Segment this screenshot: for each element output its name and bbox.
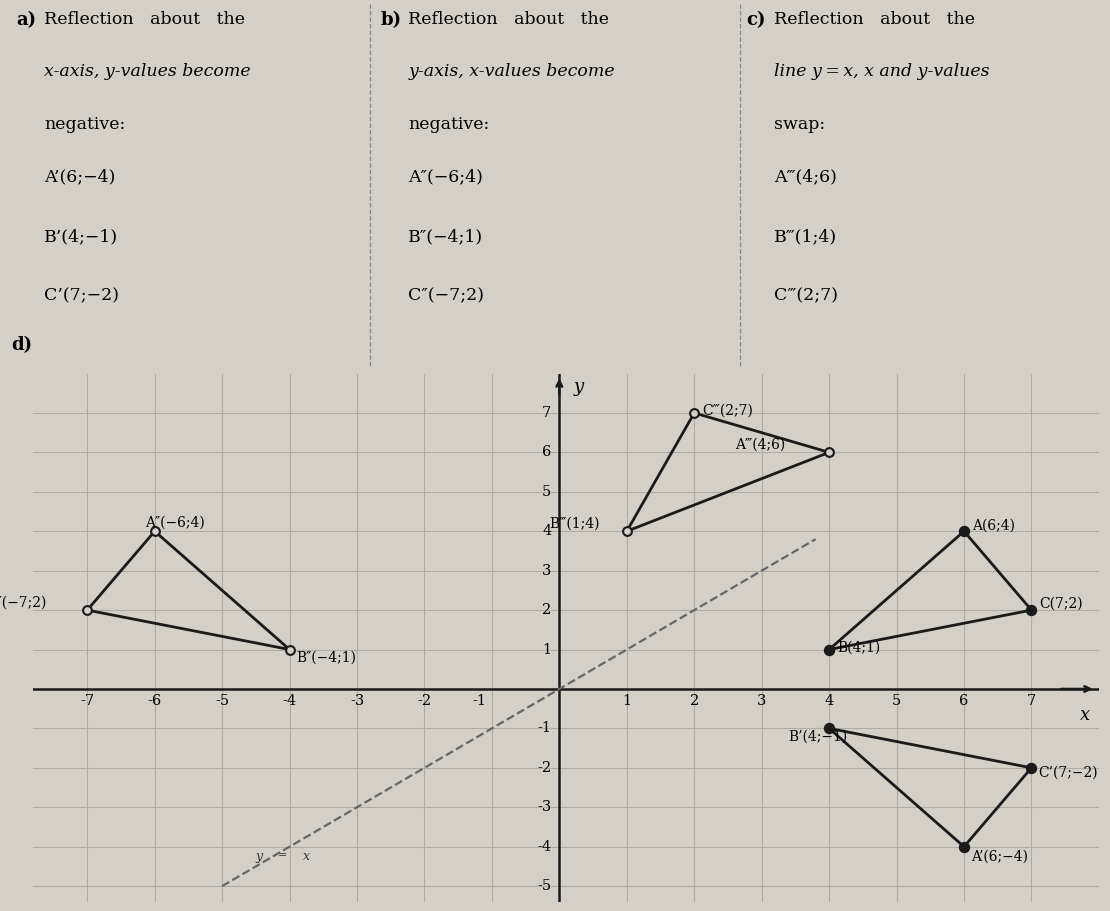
Text: Reflection   about   the: Reflection about the <box>774 11 975 28</box>
Text: -3: -3 <box>350 693 364 708</box>
Text: -4: -4 <box>283 693 296 708</box>
Text: -4: -4 <box>537 840 552 854</box>
Text: A‴(4;6): A‴(4;6) <box>774 168 837 185</box>
Text: y-axis, x-values become: y-axis, x-values become <box>408 64 615 80</box>
Text: C(7;2): C(7;2) <box>1040 597 1083 611</box>
Text: C″(−7;2): C″(−7;2) <box>0 596 47 610</box>
Text: C’(7;−2): C’(7;−2) <box>1038 765 1098 780</box>
Text: A″(−6;4): A″(−6;4) <box>144 516 204 529</box>
Text: 7: 7 <box>1027 693 1036 708</box>
Text: 4: 4 <box>825 693 834 708</box>
Text: C’(7;−2): C’(7;−2) <box>44 288 120 304</box>
Text: A″(−6;4): A″(−6;4) <box>408 168 483 185</box>
Point <box>955 524 972 538</box>
Text: 1: 1 <box>623 693 632 708</box>
Text: C‴(2;7): C‴(2;7) <box>703 404 754 418</box>
Point <box>1022 761 1040 775</box>
Text: C″(−7;2): C″(−7;2) <box>408 288 484 304</box>
Text: -1: -1 <box>537 722 552 735</box>
Text: negative:: negative: <box>408 116 490 133</box>
Text: y: y <box>573 378 583 396</box>
Text: x: x <box>1080 705 1090 723</box>
Text: negative:: negative: <box>44 116 125 133</box>
Text: 5: 5 <box>892 693 901 708</box>
Point <box>820 722 838 736</box>
Text: 2: 2 <box>689 693 699 708</box>
Text: B″(−4;1): B″(−4;1) <box>296 651 356 665</box>
Text: B‴(1;4): B‴(1;4) <box>774 228 837 245</box>
Text: -1: -1 <box>473 693 486 708</box>
Text: 2: 2 <box>542 603 552 617</box>
Text: swap:: swap: <box>774 116 825 133</box>
Text: A‴(4;6): A‴(4;6) <box>735 437 785 452</box>
Text: 4: 4 <box>542 524 552 538</box>
Text: 1: 1 <box>542 642 552 657</box>
Point <box>281 642 299 657</box>
Text: B(4;1): B(4;1) <box>837 640 880 654</box>
Text: B’(4;−1): B’(4;−1) <box>44 228 119 245</box>
Text: d): d) <box>11 336 32 354</box>
Text: Reflection   about   the: Reflection about the <box>44 11 245 28</box>
Point <box>955 839 972 854</box>
Text: 6: 6 <box>959 693 969 708</box>
Point <box>79 603 97 618</box>
Text: y: y <box>255 851 263 864</box>
Text: A’(6;−4): A’(6;−4) <box>44 168 115 185</box>
Text: 7: 7 <box>542 406 552 420</box>
Text: -5: -5 <box>215 693 229 708</box>
Text: 3: 3 <box>542 564 552 578</box>
Text: A’(6;−4): A’(6;−4) <box>971 849 1028 864</box>
Text: 6: 6 <box>542 445 552 459</box>
Text: Reflection   about   the: Reflection about the <box>408 11 609 28</box>
Point <box>145 524 163 538</box>
Text: 3: 3 <box>757 693 766 708</box>
Text: a): a) <box>17 11 37 29</box>
Text: -5: -5 <box>537 879 552 893</box>
Text: x-axis, y-values become: x-axis, y-values become <box>44 64 251 80</box>
Text: 5: 5 <box>542 485 552 499</box>
Point <box>618 524 636 538</box>
Text: B″(−4;1): B″(−4;1) <box>408 228 484 245</box>
Text: =: = <box>279 851 287 861</box>
Point <box>1022 603 1040 618</box>
Text: -2: -2 <box>537 761 552 775</box>
Text: b): b) <box>381 11 402 29</box>
Text: line y = x, x and y-values: line y = x, x and y-values <box>774 64 989 80</box>
Text: B‴(1;4): B‴(1;4) <box>549 517 599 530</box>
Text: -3: -3 <box>537 800 552 814</box>
Text: x: x <box>303 851 310 864</box>
Text: -6: -6 <box>148 693 162 708</box>
Text: -7: -7 <box>80 693 94 708</box>
Text: c): c) <box>746 11 766 29</box>
Text: B’(4;−1): B’(4;−1) <box>789 729 848 743</box>
Text: C‴(2;7): C‴(2;7) <box>774 288 838 304</box>
Point <box>820 445 838 460</box>
Point <box>685 405 703 420</box>
Point <box>820 642 838 657</box>
Text: -2: -2 <box>417 693 432 708</box>
Text: A(6;4): A(6;4) <box>972 518 1016 532</box>
